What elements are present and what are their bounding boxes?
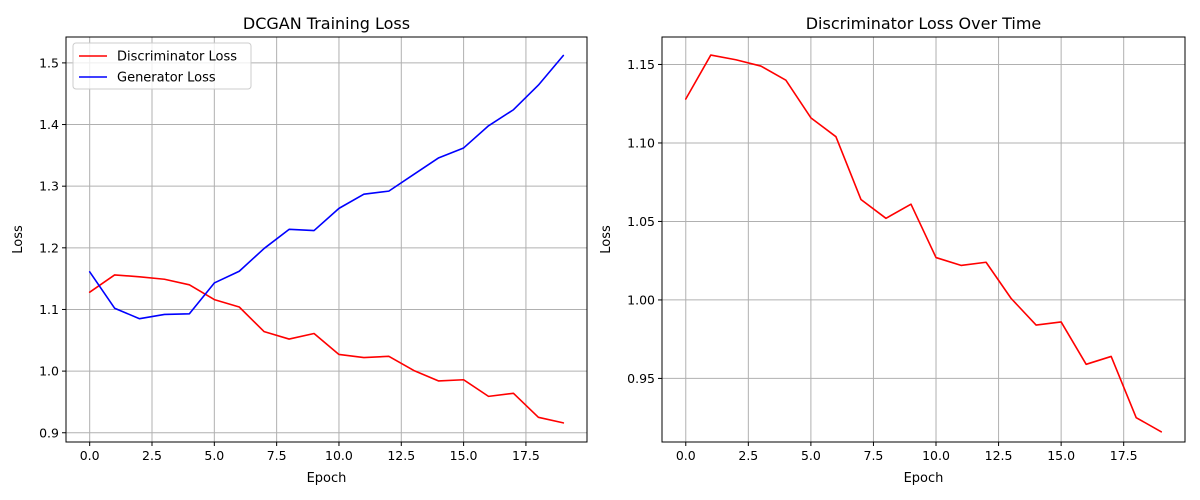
legend-box <box>72 42 252 90</box>
chart-discriminator-loss: 0.0 2.5 5.0 7.5 10.0 12.5 15.0 17.5 0.95 1.00 1.05… <box>599 14 1186 486</box>
y-tick-label: 1.2 <box>39 240 59 255</box>
x-axis-label: Epoch <box>904 471 944 486</box>
series-line-1 <box>88 54 565 320</box>
y-axis-label: Loss <box>599 225 614 254</box>
x-tick-label: 5.0 <box>801 448 821 463</box>
y-tick-label: 1.1 <box>39 302 59 317</box>
legend-label-discriminator: Discriminator Loss <box>117 50 237 65</box>
x-tick-label: 0.0 <box>80 448 100 463</box>
x-tick-label: 10.0 <box>922 448 950 463</box>
y-tick-label: 1.0 <box>39 364 59 379</box>
chart-training-loss: 0.0 2.5 5.0 7.5 10.0 12.5 15.0 17.5 0.9 1.0 1.1 1.2… <box>11 14 588 486</box>
y-tick-label: 1.3 <box>39 179 59 194</box>
y-axis-label: Loss <box>11 225 26 254</box>
chart-title: DCGAN Training Loss <box>243 14 410 33</box>
y-tick-label: 0.95 <box>627 371 655 386</box>
y-tick-label: 1.05 <box>627 214 655 229</box>
plot-frame <box>65 36 588 443</box>
x-tick-label: 5.0 <box>204 448 224 463</box>
y-tick-label: 1.10 <box>627 135 655 150</box>
x-tick-label: 7.5 <box>267 448 287 463</box>
chart-title: Discriminator Loss Over Time <box>806 14 1042 33</box>
x-tick-label: 10.0 <box>325 448 353 463</box>
series-line-0 <box>88 274 565 424</box>
legend-label-generator: Generator Loss <box>117 71 216 86</box>
x-tick-label: 15.0 <box>1047 448 1075 463</box>
y-tick-label: 1.15 <box>627 57 655 72</box>
x-tick-label: 15.0 <box>450 448 478 463</box>
legend: Discriminator Loss Generator Loss <box>72 42 252 90</box>
x-tick-label: 2.5 <box>142 448 162 463</box>
plot-frame <box>661 36 1186 443</box>
y-tick-label: 1.4 <box>39 117 59 132</box>
y-tick-label: 1.5 <box>39 55 59 70</box>
x-tick-label: 0.0 <box>676 448 696 463</box>
x-tick-label: 2.5 <box>738 448 758 463</box>
x-tick-label: 12.5 <box>387 448 415 463</box>
x-axis-label: Epoch <box>307 471 347 486</box>
y-tick-label: 0.9 <box>39 425 59 440</box>
x-tick-label: 17.5 <box>1110 448 1138 463</box>
x-tick-label: 17.5 <box>512 448 540 463</box>
y-tick-label: 1.00 <box>627 292 655 307</box>
x-tick-label: 12.5 <box>985 448 1013 463</box>
x-tick-label: 7.5 <box>864 448 884 463</box>
series-line-0 <box>684 54 1163 433</box>
